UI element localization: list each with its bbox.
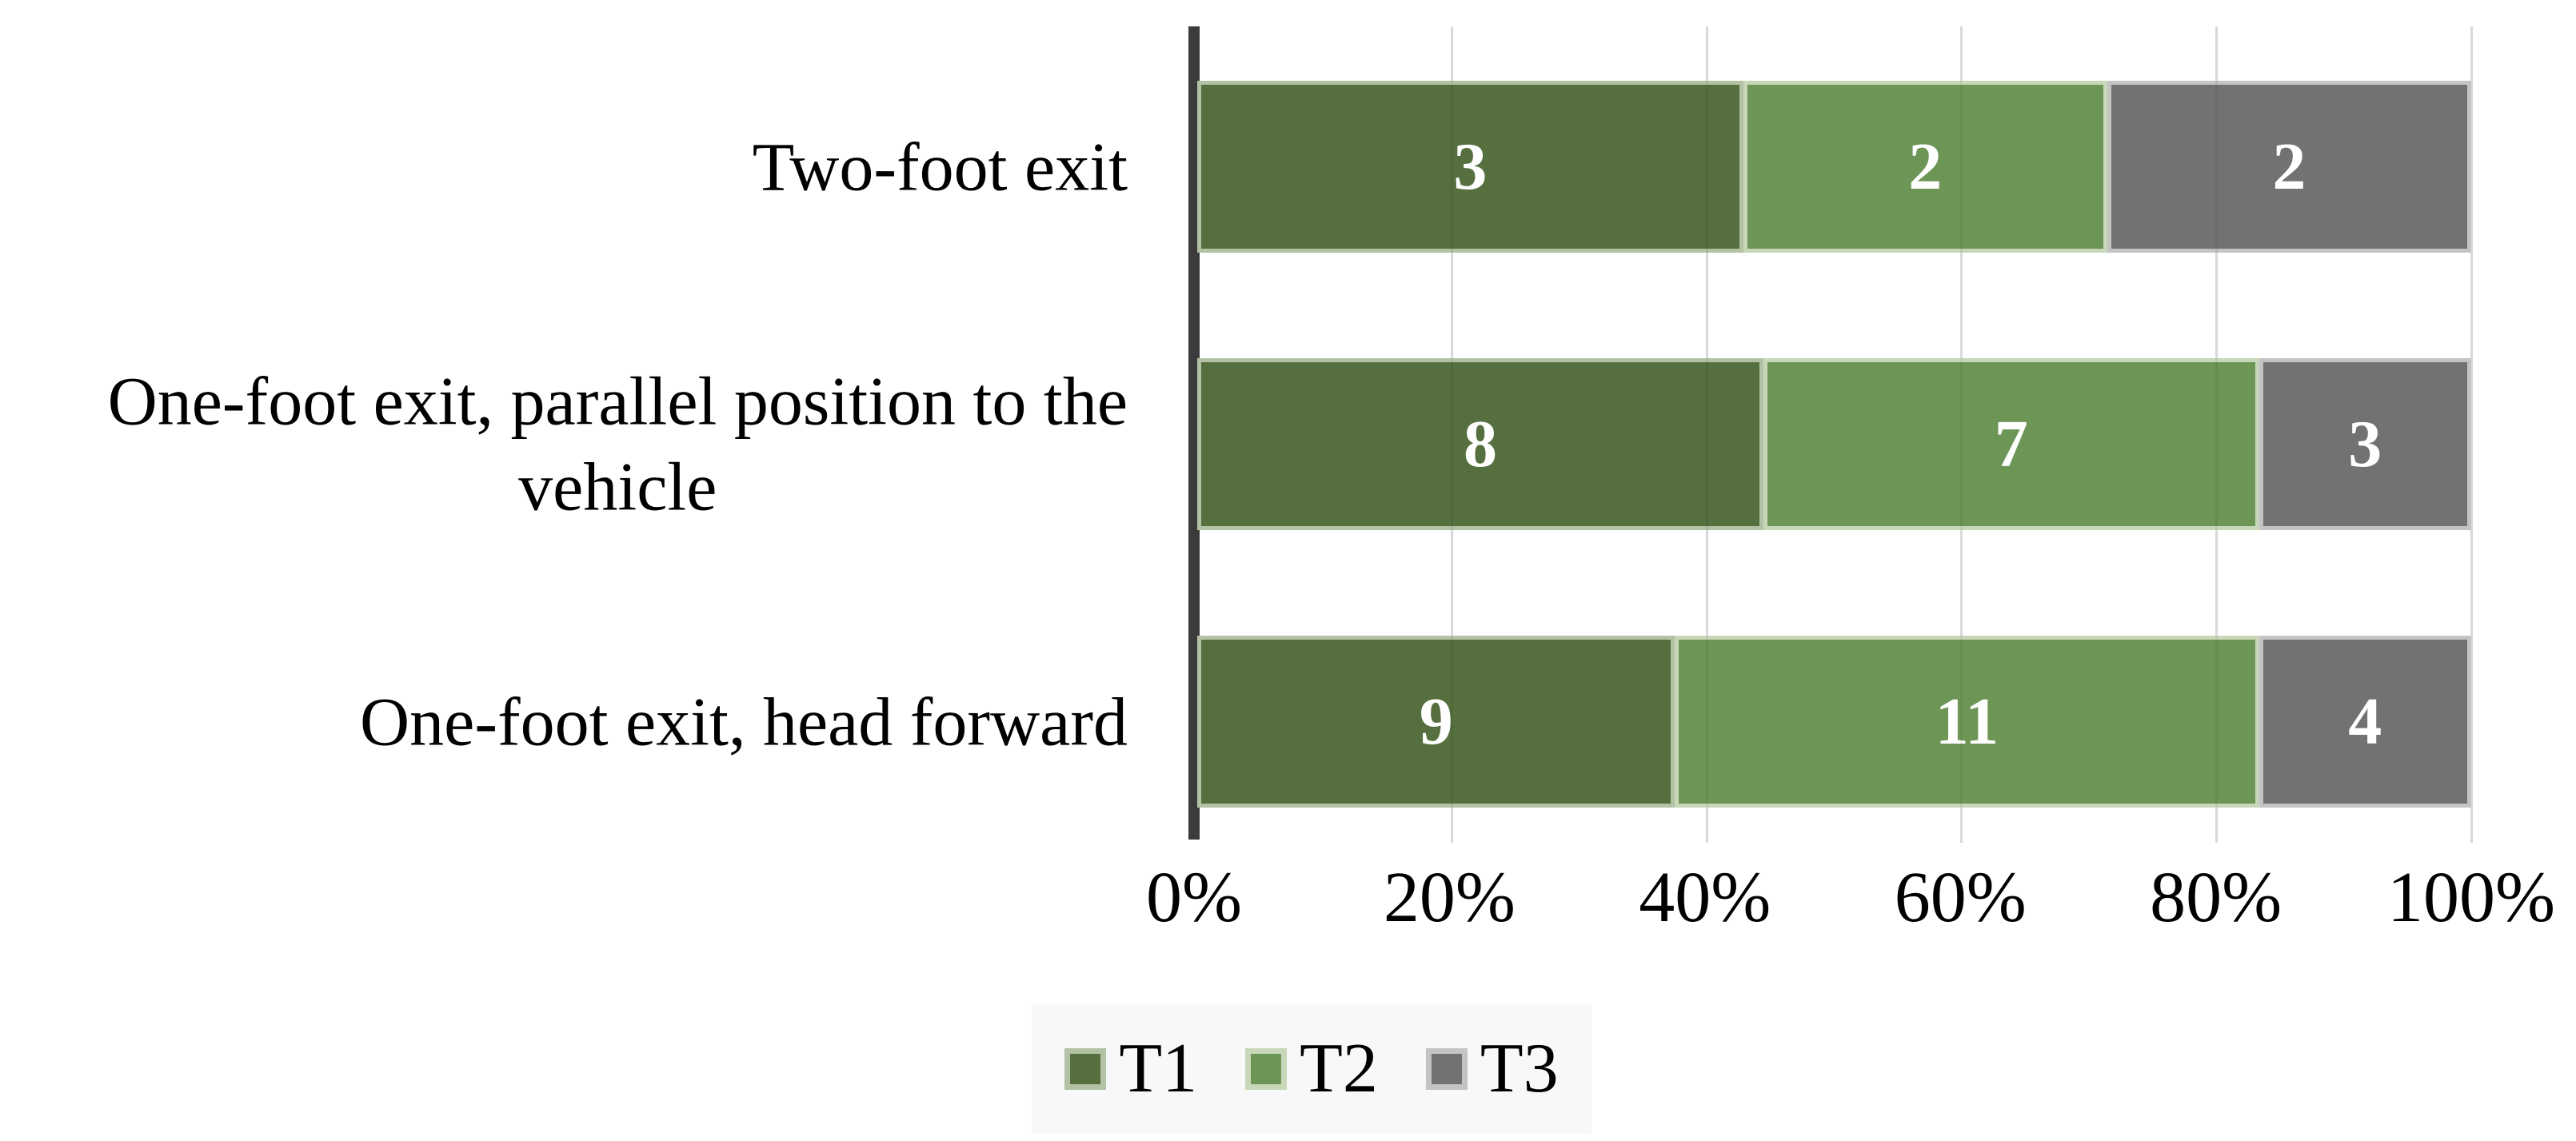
bar-value-label: 7 — [1994, 406, 2028, 481]
category-label: One-foot exit, parallel position to the … — [107, 362, 1128, 525]
bar-segment-T1: 3 — [1197, 81, 1743, 253]
bar-value-label: 4 — [2348, 684, 2382, 759]
x-tick-mark — [1960, 825, 1963, 843]
bar-segment-T2: 7 — [1763, 358, 2259, 530]
legend-swatch-T2 — [1245, 1047, 1288, 1090]
category-label: Two-foot exit — [752, 127, 1128, 205]
x-tick-label: 60% — [1894, 858, 2027, 937]
legend-label: T3 — [1480, 1029, 1559, 1107]
x-tick-mark — [1451, 825, 1454, 843]
bar-segment-T3: 4 — [2258, 636, 2471, 808]
bar-value-label: 2 — [1908, 129, 1943, 204]
legend-item-T1: T1 — [1064, 1029, 1198, 1107]
bar-segment-T2: 2 — [1743, 81, 2107, 253]
bar-row: 8 7 3 — [1197, 358, 2471, 530]
x-tick-mark — [2215, 825, 2218, 843]
bar-row: 9 11 4 — [1197, 636, 2471, 808]
legend-swatch-T1 — [1064, 1047, 1107, 1090]
legend: T1 T2 T3 — [1032, 1003, 1592, 1134]
legend-swatch-T3 — [1425, 1047, 1468, 1090]
bar-segment-T1: 9 — [1197, 636, 1675, 808]
bar-row: 3 2 2 — [1197, 81, 2471, 253]
x-tick-mark — [2470, 825, 2473, 843]
legend-label: T2 — [1300, 1029, 1378, 1107]
bar-segment-T1: 8 — [1197, 358, 1763, 530]
bar-segment-T3: 3 — [2258, 358, 2471, 530]
bar-segment-T2: 11 — [1675, 636, 2259, 808]
x-tick-label: 40% — [1639, 858, 1771, 937]
bar-segment-T3: 2 — [2107, 81, 2471, 253]
x-tick-label: 20% — [1383, 858, 1516, 937]
bar-value-label: 2 — [2272, 129, 2306, 204]
legend-item-T3: T3 — [1425, 1029, 1559, 1107]
y-axis-line — [1188, 26, 1200, 840]
bar-value-label: 11 — [1935, 684, 1999, 759]
bar-value-label: 3 — [2348, 406, 2382, 481]
x-tick-mark — [1705, 825, 1708, 843]
category-label: One-foot exit, head forward — [360, 682, 1128, 760]
x-tick-label: 0% — [1146, 858, 1242, 937]
bar-value-label: 8 — [1464, 406, 1497, 481]
legend-item-T2: T2 — [1245, 1029, 1378, 1107]
x-tick-label: 80% — [2150, 858, 2282, 937]
x-tick-label: 100% — [2387, 858, 2555, 937]
legend-label: T1 — [1119, 1029, 1198, 1107]
bar-value-label: 9 — [1419, 684, 1453, 759]
gridline — [2470, 26, 2473, 825]
bar-value-label: 3 — [1453, 129, 1488, 204]
